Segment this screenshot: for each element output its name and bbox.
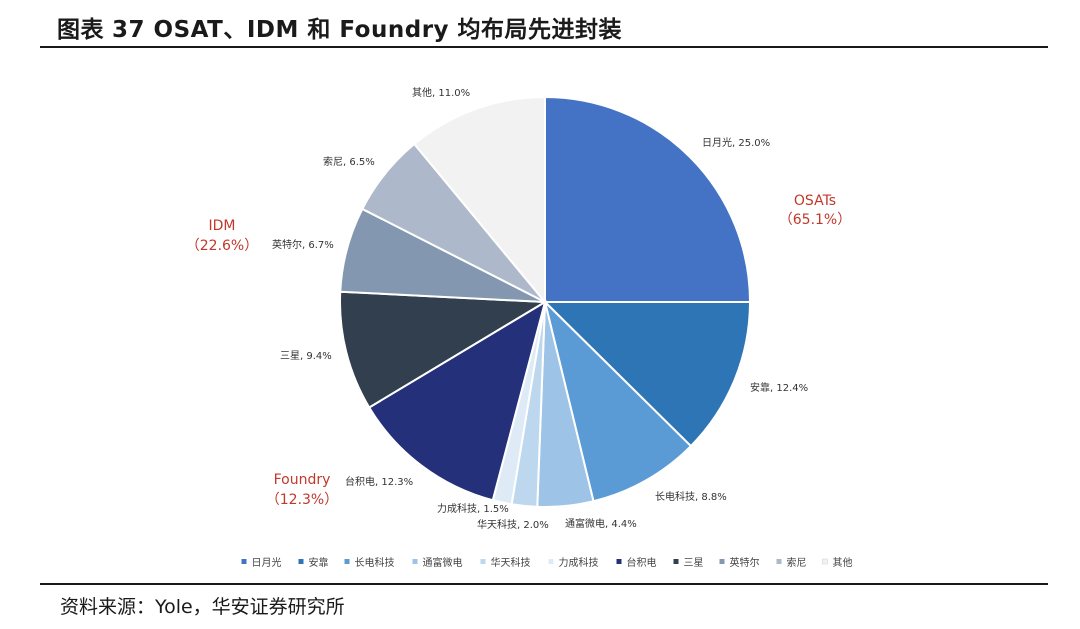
legend-label-1: 日月光 <box>252 556 282 569</box>
group-label-idm: IDM <box>209 218 236 234</box>
legend-swatch-2 <box>298 559 304 564</box>
pie-slice-2 <box>542 301 752 448</box>
legend-swatch-6 <box>548 559 554 564</box>
slice-label-8: 三星, 9.4% <box>280 350 332 362</box>
chart-legend: 日月光 安靠 长电科技 通富微电 华天科技 力成科技 台积电 三星 英特尔 索尼 其他 <box>241 556 853 569</box>
slice-label-3: 长电科技, 8.8% <box>655 490 727 503</box>
legend-swatch-5 <box>480 559 486 564</box>
legend-label-5: 华天科技 <box>491 556 531 569</box>
legend-label-10: 索尼 <box>787 556 807 569</box>
group-share-foundry: （12.3%） <box>266 492 338 508</box>
slice-label-2: 安靠, 12.4% <box>750 381 808 394</box>
legend-swatch-3 <box>344 559 350 564</box>
slice-label-1: 日月光, 25.0% <box>702 136 770 149</box>
top-rule <box>40 46 1048 48</box>
legend-swatch-10 <box>776 559 782 564</box>
legend-swatch-4 <box>412 559 418 564</box>
legend-swatch-8 <box>673 559 679 564</box>
group-label-osats: OSATs <box>794 193 836 209</box>
pie-slice-labels: 日月光, 25.0% 安靠, 12.4% 长电科技, 8.8% 通富微电, 4.4% 华… <box>272 86 808 531</box>
source-note: 资料来源：Yole，华安证券研究所 <box>60 596 345 618</box>
legend-label-8: 三星 <box>684 557 704 569</box>
legend-swatch-1 <box>241 559 247 564</box>
pie-slice-1 <box>544 95 752 303</box>
legend-swatch-11 <box>822 558 828 565</box>
pie-slice-8 <box>339 290 549 409</box>
slice-label-5: 华天科技, 2.0% <box>477 518 549 531</box>
pie-slice-7 <box>367 299 547 502</box>
slice-label-6: 力成科技, 1.5% <box>437 502 509 515</box>
legend-swatch-9 <box>719 559 725 564</box>
legend-label-3: 长电科技 <box>355 556 395 569</box>
figure-title: 图表 37 OSAT、IDM 和 Foundry 均布局先进封装 <box>57 10 622 44</box>
legend-label-9: 英特尔 <box>730 556 760 569</box>
pie-slices <box>339 95 752 508</box>
slice-label-10: 索尼, 6.5% <box>323 155 375 168</box>
legend-label-7: 台积电 <box>627 556 657 569</box>
legend-swatch-7 <box>616 559 622 564</box>
bottom-rule <box>40 583 1048 585</box>
slice-label-7: 台积电, 12.3% <box>345 475 413 488</box>
figure-title-number: 37 <box>112 17 146 43</box>
legend-label-2: 安靠 <box>309 556 329 569</box>
figure-title-prefix: 图表 <box>57 17 104 43</box>
group-labels: OSATs （65.1%） IDM （22.6%） Foundry （12.3%） <box>186 193 851 508</box>
figure-title-text: OSAT、IDM 和 Foundry 均布局先进封装 <box>153 17 623 43</box>
group-label-foundry: Foundry <box>274 472 331 488</box>
slice-label-11: 其他, 11.0% <box>412 86 470 99</box>
slice-label-9: 英特尔, 6.7% <box>272 238 334 251</box>
legend-label-4: 通富微电 <box>423 556 463 569</box>
group-share-idm: （22.6%） <box>186 238 258 254</box>
pie-slice-11 <box>412 95 546 305</box>
legend-label-11: 其他 <box>833 556 853 569</box>
slice-label-4: 通富微电, 4.4% <box>565 517 637 530</box>
group-share-osats: （65.1%） <box>779 212 851 228</box>
legend-label-6: 力成科技 <box>559 556 599 569</box>
